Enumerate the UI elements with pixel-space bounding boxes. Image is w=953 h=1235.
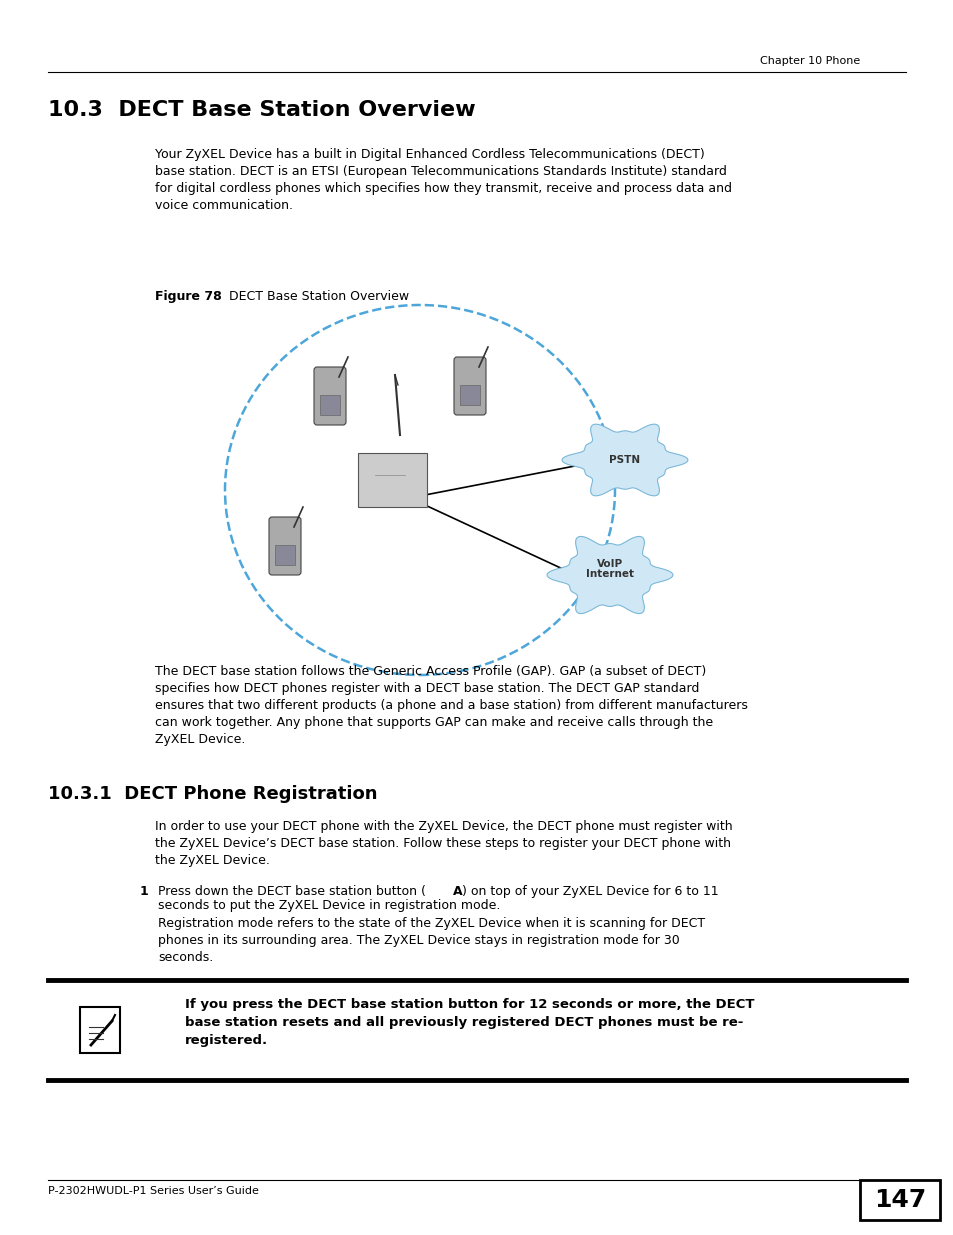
- Text: The DECT base station follows the Generic Access Profile (GAP). GAP (a subset of: The DECT base station follows the Generi…: [154, 664, 747, 746]
- Text: Your ZyXEL Device has a built in Digital Enhanced Cordless Telecommunications (D: Your ZyXEL Device has a built in Digital…: [154, 148, 731, 212]
- FancyBboxPatch shape: [459, 385, 479, 405]
- Text: VoIP: VoIP: [597, 559, 622, 569]
- Text: ) on top of your ZyXEL Device for 6 to 11: ) on top of your ZyXEL Device for 6 to 1…: [461, 885, 718, 898]
- Text: 10.3.1  DECT Phone Registration: 10.3.1 DECT Phone Registration: [48, 785, 377, 803]
- Text: 1: 1: [139, 885, 148, 898]
- Text: Internet: Internet: [585, 569, 634, 579]
- Text: 10.3  DECT Base Station Overview: 10.3 DECT Base Station Overview: [48, 100, 476, 120]
- Polygon shape: [561, 424, 687, 495]
- FancyBboxPatch shape: [274, 545, 294, 564]
- Text: 147: 147: [873, 1188, 925, 1212]
- FancyBboxPatch shape: [357, 453, 427, 508]
- Text: Press down the DECT base station button (: Press down the DECT base station button …: [158, 885, 425, 898]
- Polygon shape: [547, 536, 672, 614]
- FancyBboxPatch shape: [269, 517, 301, 576]
- Text: Figure 78: Figure 78: [154, 290, 221, 303]
- Text: DECT Base Station Overview: DECT Base Station Overview: [216, 290, 409, 303]
- Text: P-2302HWUDL-P1 Series User’s Guide: P-2302HWUDL-P1 Series User’s Guide: [48, 1186, 258, 1195]
- Text: PSTN: PSTN: [609, 454, 639, 466]
- Text: seconds to put the ZyXEL Device in registration mode.: seconds to put the ZyXEL Device in regis…: [158, 899, 500, 911]
- FancyBboxPatch shape: [80, 1007, 120, 1053]
- Text: Chapter 10 Phone: Chapter 10 Phone: [759, 56, 859, 65]
- Text: Registration mode refers to the state of the ZyXEL Device when it is scanning fo: Registration mode refers to the state of…: [158, 918, 704, 965]
- Text: If you press the DECT base station button for 12 seconds or more, the DECT
base : If you press the DECT base station butto…: [185, 998, 754, 1047]
- FancyBboxPatch shape: [859, 1179, 939, 1220]
- FancyBboxPatch shape: [454, 357, 485, 415]
- FancyBboxPatch shape: [319, 395, 339, 415]
- Text: In order to use your DECT phone with the ZyXEL Device, the DECT phone must regis: In order to use your DECT phone with the…: [154, 820, 732, 867]
- Text: A: A: [453, 885, 462, 898]
- FancyBboxPatch shape: [314, 367, 346, 425]
